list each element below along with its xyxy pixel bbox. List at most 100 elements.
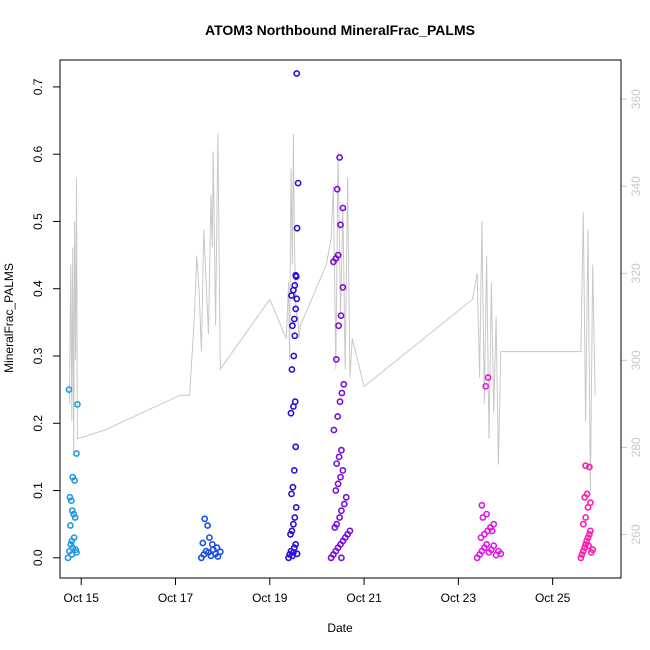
data-point xyxy=(339,204,347,212)
data-point xyxy=(71,477,78,484)
data-point xyxy=(335,322,342,330)
data-point xyxy=(586,530,593,538)
data-point xyxy=(483,541,490,548)
y2-tick-label: 260 xyxy=(629,524,643,544)
data-point xyxy=(335,453,343,461)
data-point xyxy=(288,322,296,330)
data-point xyxy=(287,530,294,538)
y2-tick-label: 320 xyxy=(629,263,643,283)
data-point xyxy=(70,510,78,518)
data-point xyxy=(336,154,343,161)
data-point xyxy=(67,522,74,529)
data-point xyxy=(68,507,76,515)
y-tick-label: 0.1 xyxy=(31,482,45,499)
data-point xyxy=(288,490,295,498)
data-point xyxy=(342,493,350,501)
data-point xyxy=(582,462,589,470)
data-point xyxy=(332,487,340,494)
data-point xyxy=(293,70,301,77)
x-tick-label: Oct 19 xyxy=(252,591,288,605)
data-point xyxy=(337,312,345,319)
data-point xyxy=(288,366,296,373)
x-axis: Oct 15 Oct 17 Oct 19 Oct 21 Oct 23 Oct 25 xyxy=(64,577,571,605)
x-tick-label: Oct 15 xyxy=(64,591,100,605)
altitude-line-layer xyxy=(68,133,596,491)
data-point xyxy=(334,413,342,420)
data-point xyxy=(290,352,298,360)
data-point xyxy=(479,514,487,521)
data-point xyxy=(339,466,347,474)
altitude-line xyxy=(68,133,596,491)
chart-title: ATOM3 Northbound MineralFrac_PALMS xyxy=(205,22,475,38)
data-point xyxy=(290,544,298,552)
data-point xyxy=(346,527,354,535)
y-tick-label: 0.4 xyxy=(31,280,45,297)
data-point xyxy=(333,185,341,193)
data-point xyxy=(66,493,74,501)
data-point xyxy=(337,446,345,454)
x-tick-label: Oct 21 xyxy=(346,591,382,605)
data-point xyxy=(293,295,301,303)
data-point xyxy=(289,520,297,528)
data-point xyxy=(208,541,216,548)
data-point xyxy=(288,292,295,299)
data-point xyxy=(579,520,587,528)
data-point xyxy=(336,398,344,406)
data-point xyxy=(289,483,297,491)
data-point xyxy=(589,546,597,554)
y2-tick-label: 280 xyxy=(629,437,643,457)
data-point xyxy=(478,501,486,509)
data-point xyxy=(337,507,345,515)
y-tick-label: 0.7 xyxy=(31,78,45,95)
data-point xyxy=(65,386,73,393)
data-point xyxy=(213,544,221,552)
data-point xyxy=(578,551,586,558)
data-point xyxy=(205,534,213,541)
data-point xyxy=(334,251,342,259)
data-point xyxy=(333,460,341,467)
data-point xyxy=(73,549,80,556)
data-point xyxy=(291,514,299,521)
data-point xyxy=(583,490,591,498)
data-point xyxy=(586,463,593,471)
data-point xyxy=(74,400,81,408)
data-point xyxy=(332,355,340,363)
y-tick-label: 0.3 xyxy=(31,347,45,364)
data-point xyxy=(334,480,342,488)
data-point xyxy=(199,539,207,547)
data-point xyxy=(201,515,209,523)
data-point xyxy=(292,503,300,511)
data-point xyxy=(287,409,295,417)
data-point xyxy=(579,547,587,555)
data-point xyxy=(71,514,79,521)
data-point xyxy=(587,499,594,507)
x-axis-label: Date xyxy=(327,621,353,635)
data-point xyxy=(482,382,490,390)
data-point xyxy=(291,332,299,340)
data-point xyxy=(293,550,301,558)
scatter-points-layer xyxy=(64,70,597,562)
data-point xyxy=(73,450,80,457)
y-axis: 0.0 0.1 0.2 0.3 0.4 0.5 0.6 0.7 xyxy=(31,78,61,566)
data-point xyxy=(292,541,300,548)
x-tick-label: Oct 23 xyxy=(441,591,477,605)
data-point xyxy=(340,500,348,508)
data-point xyxy=(488,527,496,535)
data-point xyxy=(584,534,592,541)
data-point xyxy=(585,542,592,550)
x-tick-label: Oct 25 xyxy=(535,591,571,605)
data-point xyxy=(338,389,346,397)
data-point xyxy=(339,283,347,291)
data-point xyxy=(64,554,72,562)
data-point xyxy=(330,426,338,434)
data-point xyxy=(336,514,343,521)
data-point xyxy=(68,537,76,545)
y2-tick-label: 300 xyxy=(629,350,643,370)
data-point xyxy=(291,398,299,406)
y2-tick-label: 340 xyxy=(629,176,643,196)
y-axis-label: MineralFrac_PALMS xyxy=(2,263,16,373)
data-point xyxy=(290,315,298,323)
data-point xyxy=(340,380,348,388)
data-point xyxy=(497,550,505,558)
